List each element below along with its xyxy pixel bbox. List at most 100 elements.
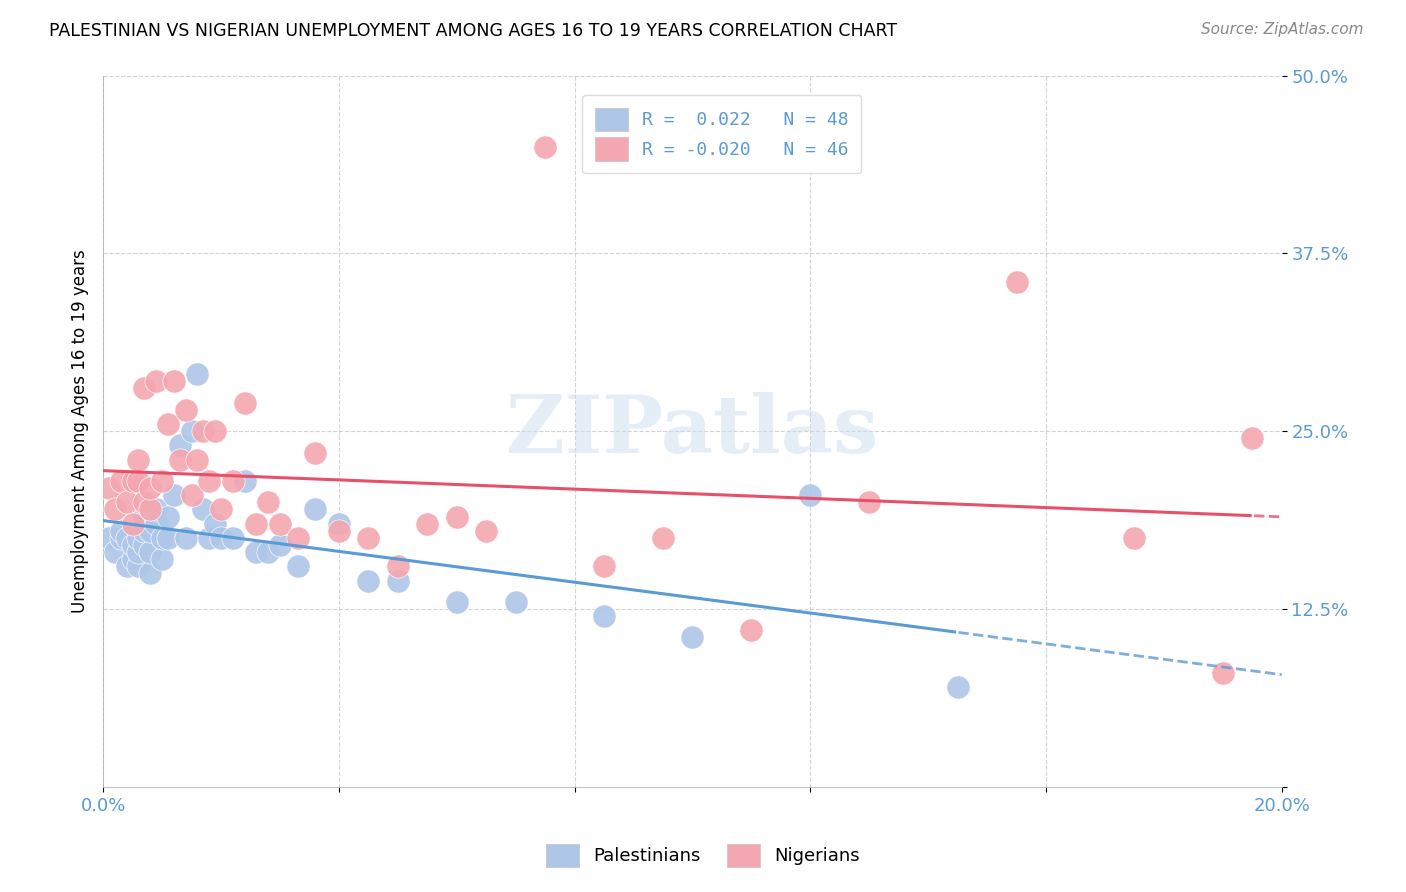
Point xyxy=(98,531,121,545)
Point xyxy=(139,566,162,581)
Point xyxy=(150,531,173,545)
Point xyxy=(186,368,208,382)
Point xyxy=(257,495,280,509)
Point xyxy=(115,531,138,545)
Point xyxy=(174,531,197,545)
Text: Source: ZipAtlas.com: Source: ZipAtlas.com xyxy=(1201,22,1364,37)
Point xyxy=(858,495,880,509)
Point xyxy=(233,474,256,488)
Point xyxy=(145,375,167,389)
Point xyxy=(156,531,179,545)
Point xyxy=(163,375,186,389)
Point xyxy=(139,481,162,495)
Point xyxy=(269,538,291,552)
Point xyxy=(121,474,143,488)
Point xyxy=(156,509,179,524)
Point xyxy=(593,559,616,574)
Point xyxy=(121,538,143,552)
Point xyxy=(98,481,121,495)
Point xyxy=(446,509,468,524)
Point xyxy=(174,402,197,417)
Point xyxy=(169,452,191,467)
Point xyxy=(134,495,156,509)
Point xyxy=(134,382,156,396)
Point xyxy=(204,424,226,438)
Point xyxy=(593,609,616,624)
Point xyxy=(198,531,221,545)
Point xyxy=(145,502,167,516)
Point xyxy=(134,538,156,552)
Point xyxy=(127,474,149,488)
Point xyxy=(169,438,191,452)
Point xyxy=(139,545,162,559)
Point xyxy=(127,452,149,467)
Point xyxy=(134,524,156,538)
Point xyxy=(121,552,143,566)
Point xyxy=(257,545,280,559)
Point xyxy=(209,502,232,516)
Point xyxy=(163,488,186,502)
Point xyxy=(180,488,202,502)
Point xyxy=(193,502,215,516)
Point xyxy=(209,531,232,545)
Point xyxy=(156,417,179,431)
Point xyxy=(193,424,215,438)
Point xyxy=(681,631,703,645)
Point xyxy=(115,559,138,574)
Point xyxy=(357,531,380,545)
Point xyxy=(304,445,326,459)
Point xyxy=(446,595,468,609)
Point xyxy=(180,424,202,438)
Text: PALESTINIAN VS NIGERIAN UNEMPLOYMENT AMONG AGES 16 TO 19 YEARS CORRELATION CHART: PALESTINIAN VS NIGERIAN UNEMPLOYMENT AMO… xyxy=(49,22,897,40)
Point xyxy=(245,545,267,559)
Point xyxy=(110,524,132,538)
Point xyxy=(186,452,208,467)
Point xyxy=(534,139,557,153)
Point xyxy=(1241,431,1264,445)
Point xyxy=(222,474,245,488)
Point xyxy=(150,474,173,488)
Point xyxy=(134,509,156,524)
Point xyxy=(245,516,267,531)
Point xyxy=(416,516,439,531)
Point xyxy=(121,516,143,531)
Point xyxy=(652,531,675,545)
Point xyxy=(233,395,256,409)
Point xyxy=(127,531,149,545)
Legend: R =  0.022   N = 48, R = -0.020   N = 46: R = 0.022 N = 48, R = -0.020 N = 46 xyxy=(582,95,862,173)
Y-axis label: Unemployment Among Ages 16 to 19 years: Unemployment Among Ages 16 to 19 years xyxy=(72,249,89,613)
Point xyxy=(387,574,409,588)
Point xyxy=(115,495,138,509)
Point xyxy=(328,524,350,538)
Point xyxy=(328,516,350,531)
Point xyxy=(269,516,291,531)
Point xyxy=(799,488,821,502)
Point xyxy=(110,474,132,488)
Point xyxy=(150,552,173,566)
Point xyxy=(946,680,969,694)
Point xyxy=(198,474,221,488)
Text: ZIPatlas: ZIPatlas xyxy=(506,392,879,470)
Point xyxy=(287,531,309,545)
Point xyxy=(1123,531,1146,545)
Point xyxy=(357,574,380,588)
Point xyxy=(740,624,762,638)
Point xyxy=(1212,666,1234,681)
Point xyxy=(139,524,162,538)
Point xyxy=(127,545,149,559)
Point xyxy=(304,502,326,516)
Point xyxy=(127,559,149,574)
Point xyxy=(110,531,132,545)
Point xyxy=(387,559,409,574)
Point xyxy=(204,516,226,531)
Point xyxy=(222,531,245,545)
Point xyxy=(287,559,309,574)
Point xyxy=(139,502,162,516)
Point xyxy=(505,595,527,609)
Point xyxy=(104,545,127,559)
Point xyxy=(104,502,127,516)
Legend: Palestinians, Nigerians: Palestinians, Nigerians xyxy=(538,837,868,874)
Point xyxy=(1005,275,1028,289)
Point xyxy=(145,516,167,531)
Point xyxy=(475,524,498,538)
